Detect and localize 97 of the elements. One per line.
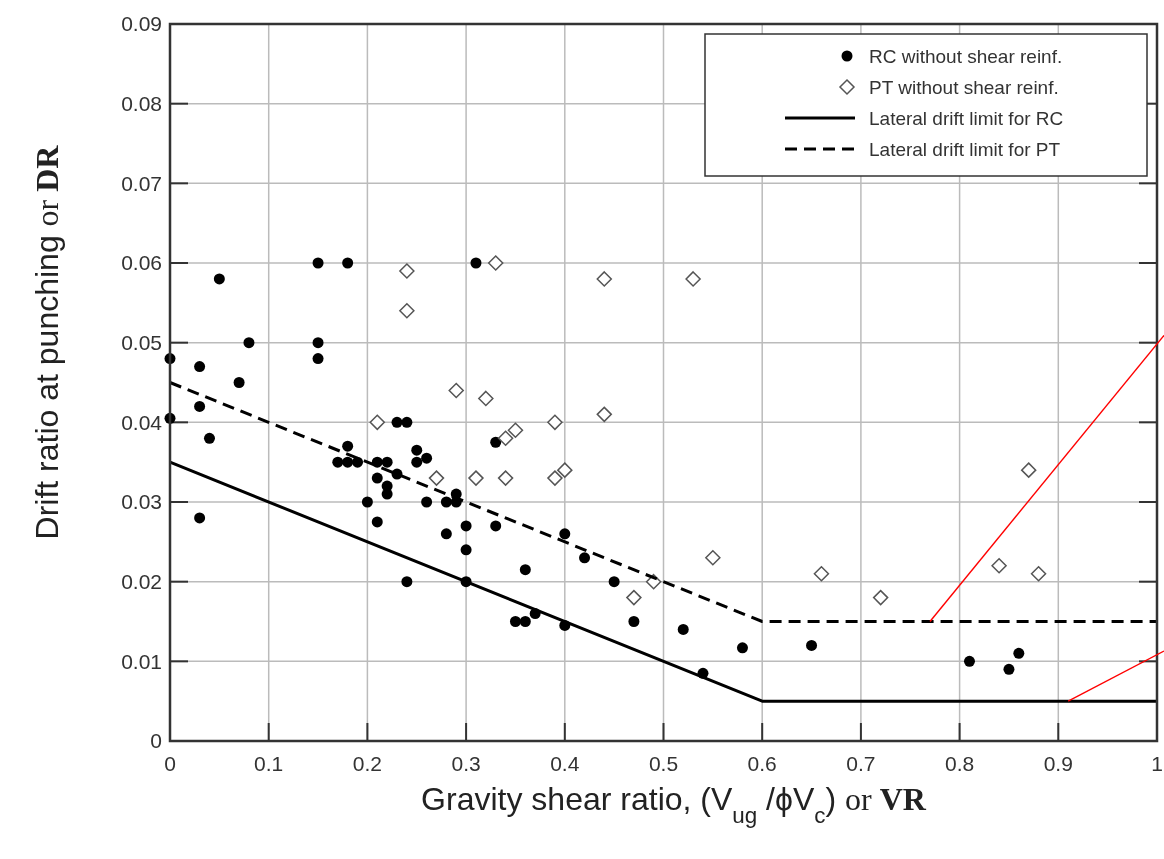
x-tick-label: 0.1 <box>254 752 284 775</box>
point <box>448 382 464 399</box>
point <box>519 564 531 576</box>
point <box>194 400 206 412</box>
point <box>468 470 484 486</box>
y-tick-label: 0.02 <box>121 570 162 594</box>
x-tick-label: 0.6 <box>747 752 777 775</box>
point <box>685 271 701 287</box>
y-tick-label: 0.05 <box>121 331 162 355</box>
point <box>519 616 531 627</box>
point <box>369 414 386 431</box>
point <box>342 440 354 452</box>
point <box>399 303 415 319</box>
point <box>233 377 245 388</box>
y-axis-title: Drift ratio at punching or DR <box>29 144 65 540</box>
point <box>243 337 255 349</box>
point <box>596 406 613 423</box>
point <box>332 456 344 468</box>
point <box>559 528 571 540</box>
legend-label: PT without shear reinf. <box>869 76 1059 98</box>
point <box>509 616 521 627</box>
point <box>547 414 563 431</box>
x-tick-label: 0 <box>164 752 176 775</box>
y-tick-label: 0.09 <box>121 12 162 36</box>
point <box>608 576 620 588</box>
point <box>421 496 433 508</box>
legend-label: RC without shear reinf. <box>869 45 1063 67</box>
legend-label: Lateral drift limit for PT <box>869 138 1061 160</box>
point <box>371 472 383 484</box>
point <box>490 520 502 532</box>
x-tick-label: 1 <box>1151 752 1163 775</box>
point <box>371 516 383 528</box>
point <box>194 361 206 373</box>
point <box>381 456 393 468</box>
point <box>1003 663 1015 675</box>
x-tick-label: 0.9 <box>1043 752 1073 775</box>
point <box>677 623 689 635</box>
point <box>203 432 215 444</box>
point <box>478 390 494 407</box>
x-tick-label: 0.7 <box>846 752 876 775</box>
point <box>490 436 502 448</box>
point <box>213 273 225 285</box>
point <box>342 456 354 468</box>
x-tick-label: 0.8 <box>945 752 975 775</box>
point <box>736 642 748 654</box>
point <box>401 576 413 588</box>
point <box>1030 565 1047 582</box>
point <box>1013 647 1025 659</box>
y-tick-label: 0.08 <box>121 92 162 116</box>
point <box>470 257 482 269</box>
point <box>312 257 324 269</box>
point <box>626 589 642 606</box>
point <box>411 456 423 468</box>
point <box>194 512 206 524</box>
point <box>460 544 472 556</box>
y-tick-label: 0.04 <box>121 410 163 434</box>
point <box>991 557 1007 574</box>
point <box>628 616 640 627</box>
point <box>963 655 975 667</box>
point <box>497 430 514 447</box>
point <box>547 470 563 486</box>
y-tick-label: 0.01 <box>121 649 162 673</box>
point <box>440 496 452 508</box>
point <box>813 565 830 582</box>
x-tick-label: 0.3 <box>451 752 481 775</box>
point <box>411 444 423 456</box>
point <box>421 452 433 464</box>
point <box>557 462 573 478</box>
x-tick-label: 0.5 <box>648 752 679 775</box>
point <box>705 550 721 566</box>
point <box>342 257 354 269</box>
point <box>428 470 445 486</box>
legend-label: Lateral drift limit for RC <box>869 107 1064 129</box>
point <box>596 271 613 287</box>
point <box>312 337 324 349</box>
point <box>487 255 504 271</box>
y-tick-label: 0.03 <box>121 490 162 514</box>
point <box>399 263 415 279</box>
y-tick-label: 0.07 <box>121 171 162 195</box>
point <box>1020 462 1037 478</box>
x-tick-label: 0.2 <box>352 752 382 775</box>
point <box>806 639 818 651</box>
point <box>312 353 324 365</box>
point <box>440 528 452 540</box>
point <box>460 520 472 532</box>
x-tick-label: 0.4 <box>550 752 580 775</box>
point <box>497 470 514 486</box>
point <box>401 416 413 428</box>
y-tick-label: 0 <box>150 729 162 753</box>
point <box>352 456 364 468</box>
point <box>507 422 524 439</box>
x-axis-title: Gravity shear ratio, (V$_{ug}$ /ϕV$_{c}$) or VR <box>421 781 927 828</box>
point <box>361 496 373 508</box>
point <box>579 552 591 564</box>
y-tick-label: 0.06 <box>121 251 162 275</box>
point <box>872 589 889 606</box>
point <box>391 416 403 428</box>
